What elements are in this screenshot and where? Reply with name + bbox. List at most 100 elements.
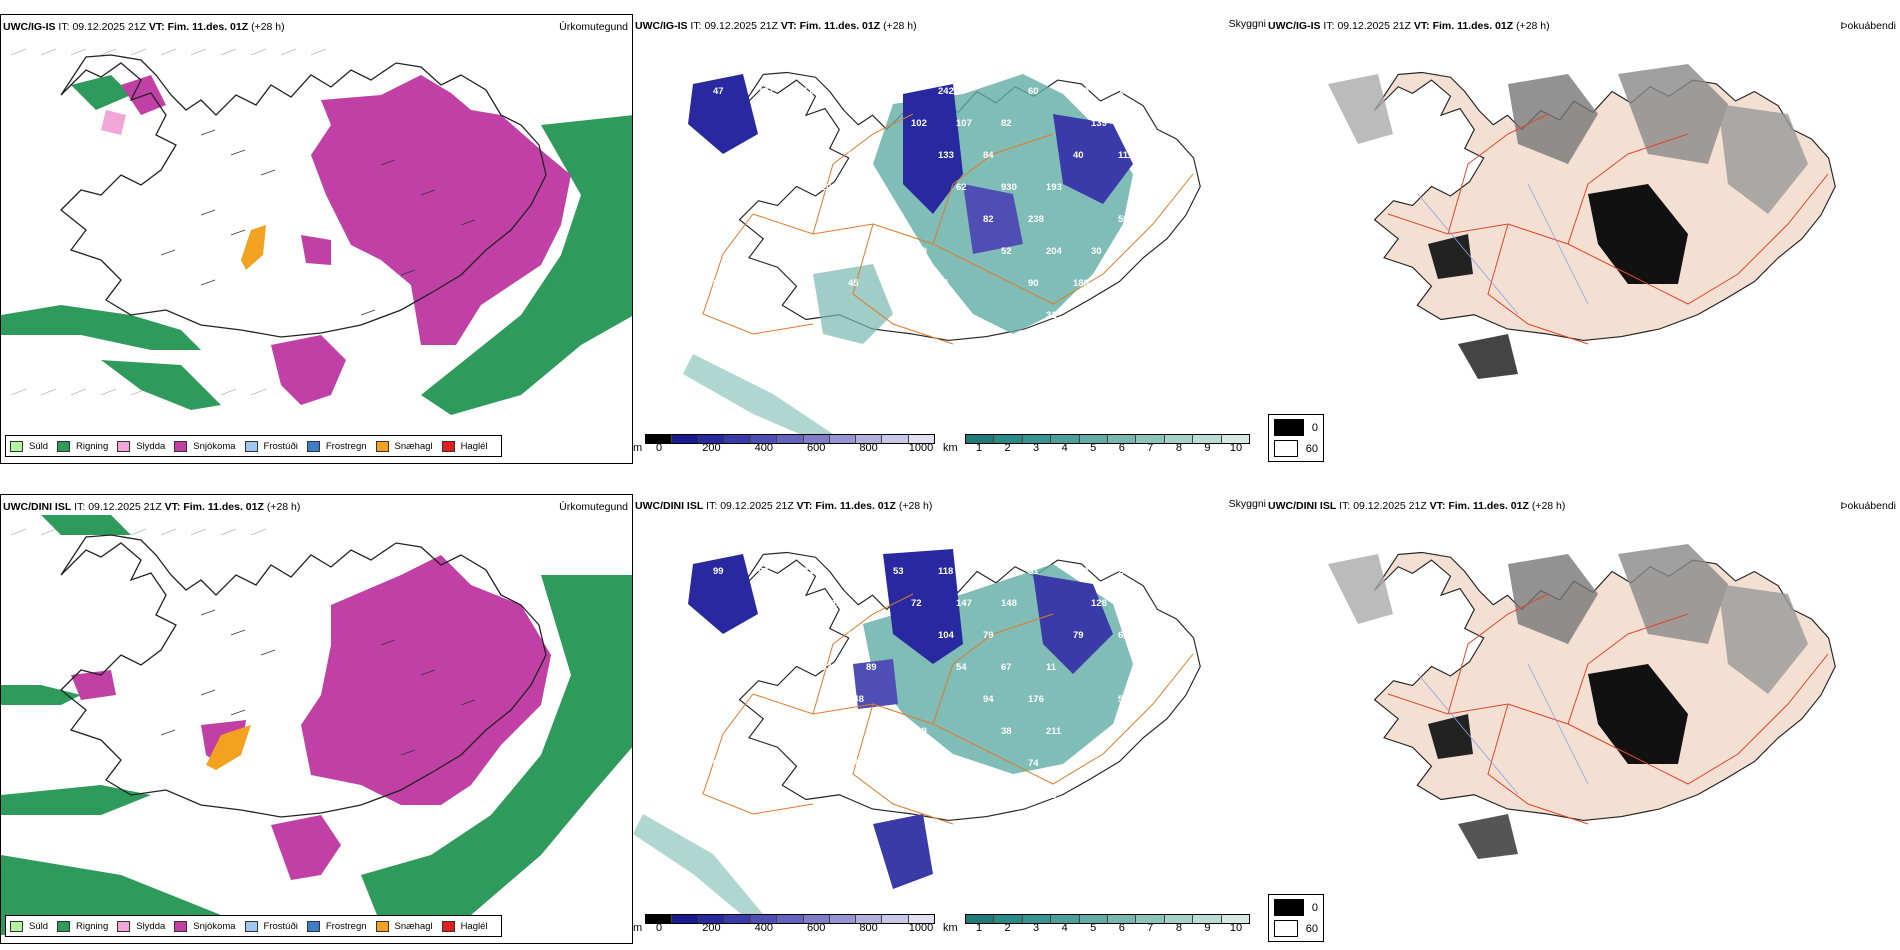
legend-label: Frostúði [263, 920, 298, 932]
visibility-value-label: 279 [758, 278, 774, 289]
legend-swatch [441, 920, 455, 932]
colorbar-tick-label: 2 [1004, 442, 1011, 454]
precip-panel-label-row1: Úrkomutegund [559, 21, 628, 33]
visibility-value-label: 284 [758, 758, 775, 769]
visibility-value-label: 40 [1073, 150, 1084, 161]
colorbar-tick-label: 4 [1061, 922, 1068, 934]
visibility-value-label: 67 [1001, 662, 1012, 673]
panel-title-row1-precip: UWC/IG-IS IT: 09.12.2025 21Z VT: Fim. 11… [3, 21, 285, 33]
visibility-value-label: 31 [1046, 310, 1057, 321]
visibility-value-label: 176 [1028, 694, 1044, 705]
visibility-colorbar-swatches [965, 434, 1250, 444]
visibility-value-label: 44 [848, 758, 859, 769]
colorbar-swatch [777, 915, 804, 923]
visibility-colorbar-row1: km 1 2 3 4 5 6 7 8 9 10 [943, 434, 1253, 454]
visibility-value-label: 110 [803, 86, 818, 97]
ceiling-colorbar-row2: m 0 200 400 600 800 1000 [633, 914, 943, 934]
visibility-value-label: 74 [1028, 758, 1039, 769]
legend-item: Snæhagl [375, 440, 433, 452]
colorbar-swatch [882, 915, 909, 923]
visibility-value-label: 99 [713, 566, 724, 577]
fog-legend-item: 60 [1274, 440, 1318, 457]
precip-legend-row2: Súld Rigning Slydda Snjókoma Frostúði Fr… [5, 915, 502, 937]
visibility-value-label: 72 [911, 598, 922, 609]
visibility-value-label: 273 [731, 726, 747, 737]
visibility-value-label: 59 [1118, 214, 1129, 225]
legend-swatch [441, 440, 455, 452]
colorbar-tick-label: 800 [859, 922, 878, 934]
colorbar-tick-label: 0 [655, 442, 663, 454]
visibility-value-label: 83 [821, 662, 832, 673]
colorbar-tick-label: 10 [1229, 922, 1243, 934]
visibility-value-label: 82 [983, 214, 994, 225]
visibility-value-label: 204 [1046, 246, 1063, 257]
visibility-value-label: 84 [758, 630, 769, 641]
precip-map-row1 [1, 48, 632, 415]
visibility-value-label: 82 [1001, 118, 1012, 129]
colorbar-swatch [751, 435, 778, 443]
legend-swatch [57, 440, 71, 452]
legend-label: Snjókoma [193, 920, 236, 932]
visibility-value-label: 52 [1001, 246, 1012, 257]
colorbar-swatch [698, 915, 725, 923]
colorbar-swatch [1136, 915, 1165, 923]
ceiling-unit: m [633, 442, 643, 454]
fog-panel-label-row1: Þokuábendi [1840, 20, 1896, 32]
visibility-value-label: 157 [713, 694, 729, 705]
legend-label: Snæhagl [394, 920, 433, 932]
visibility-value-label: 96 [893, 758, 904, 769]
visibility-value-label: 39 [731, 310, 742, 321]
legend-swatch [57, 920, 71, 932]
colorbar-swatch [1022, 915, 1052, 923]
visibility-value-label: 60 [803, 214, 814, 225]
visibility-value-label: 107 [956, 118, 972, 129]
legend-swatch [117, 920, 131, 932]
vis-panel-label-row1: Skyggni [1228, 18, 1266, 30]
visibility-value-label: 172 [866, 182, 882, 193]
visibility-value-label: 53 [893, 566, 904, 577]
legend-item: Haglél [441, 440, 488, 452]
colorbar-swatch [1051, 915, 1080, 923]
visibility-value-label: 87 [776, 598, 787, 609]
colorbar-tick-label: 7 [1147, 442, 1154, 454]
visibility-value-label: 62 [956, 182, 967, 193]
legend-label: Rigning [76, 440, 109, 452]
fog-map-row2 [1328, 544, 1836, 859]
visibility-value-label: 310 [803, 566, 819, 577]
visibility-map-row2: 99 51 72 84 79 54 64 53 38 44 45 45 53 87 128 104 83 68 94… [633, 549, 1201, 924]
legend-label: Rigning [76, 920, 109, 932]
visibility-value-label: 180 [1073, 278, 1089, 289]
visibility-value-label: 62 [1118, 630, 1129, 641]
colorbar-swatch [1221, 435, 1250, 443]
colorbar-tick-label: 400 [754, 922, 773, 934]
colorbar-tick-label: 5 [1090, 922, 1097, 934]
colorbar-swatch [1079, 915, 1109, 923]
visibility-value-label: 51 [1028, 566, 1039, 577]
colorbar-swatch [646, 915, 673, 923]
visibility-value-label: 191 [848, 214, 865, 225]
colorbar-swatch [994, 915, 1023, 923]
fog-legend-row2: 0 60 [1268, 894, 1324, 942]
visibility-map-row1: 47 60 102 58 40 62 60 59 52 45 39 31 77 58 139 133 20 138… [683, 71, 1201, 444]
panel-title-row2-precip: UWC/DINI ISL IT: 09.12.2025 21Z VT: Fim.… [3, 501, 301, 513]
colorbar-tick-label: 8 [1175, 442, 1182, 454]
legend-item: Súld [10, 440, 48, 452]
visibility-value-label: 147 [956, 598, 972, 609]
legend-label: Haglél [460, 920, 488, 932]
legend-swatch [306, 440, 320, 452]
visibility-value-label: 661 [821, 598, 838, 609]
colorbar-swatch [829, 915, 857, 923]
colorbar-swatch [1108, 915, 1137, 923]
visibility-value-label: 235 [956, 790, 973, 801]
colorbar-tick-label: 6 [1118, 922, 1125, 934]
legend-item: Frostregn [306, 440, 367, 452]
colorbar-tick-label: 2 [1004, 922, 1011, 934]
colorbar-swatch [908, 435, 934, 443]
colorbar-tick-label: 0 [655, 922, 663, 934]
legend-swatch [174, 440, 188, 452]
visibility-value-label: 192 [1118, 86, 1134, 97]
legend-swatch [306, 920, 320, 932]
colorbar-swatch [777, 435, 804, 443]
visibility-value-label: 96 [758, 566, 769, 577]
visibility-value-label: 111 [1118, 150, 1134, 161]
